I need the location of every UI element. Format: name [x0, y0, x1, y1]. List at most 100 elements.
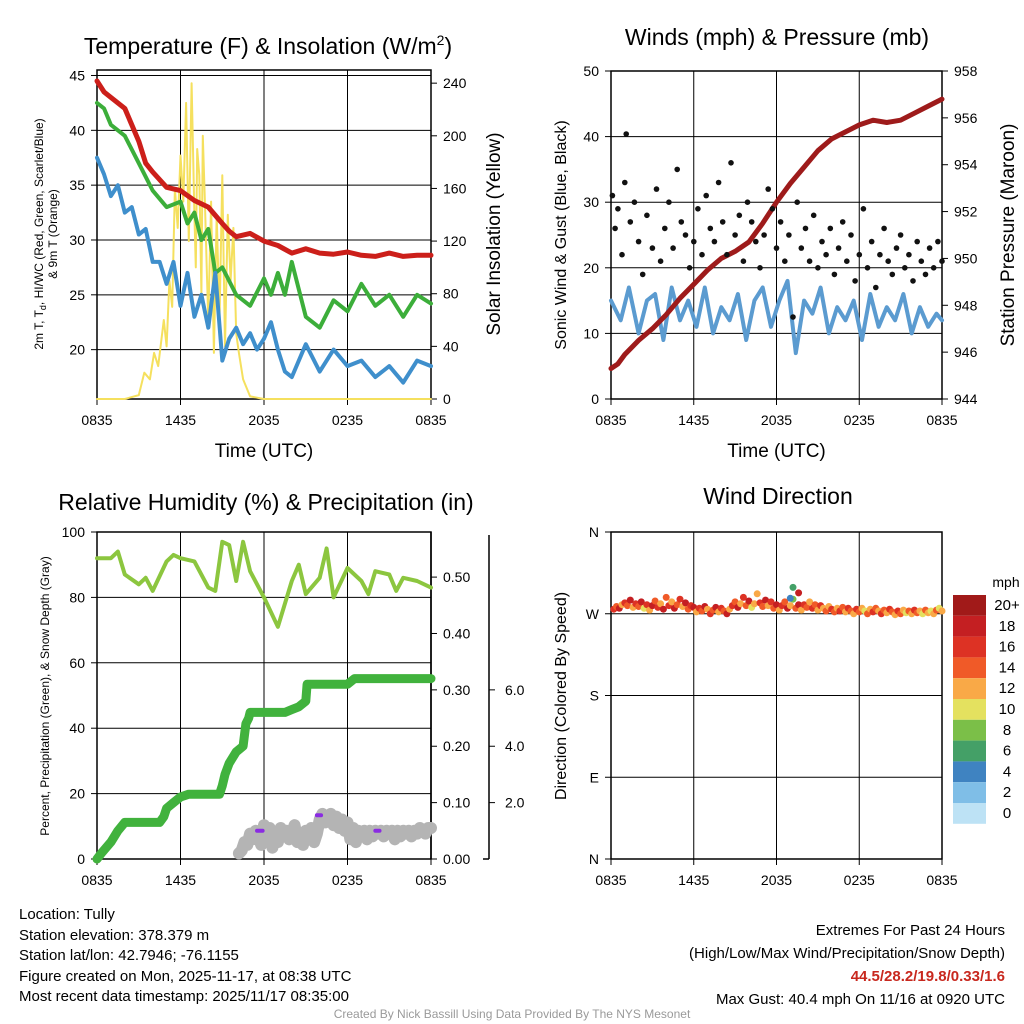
gust-point — [860, 206, 867, 212]
gust-point — [724, 251, 730, 258]
gust-point — [819, 238, 825, 245]
legend-label: 12 — [999, 680, 1016, 697]
direction-point — [682, 599, 689, 607]
extremes-subtitle: (High/Low/Max Wind/Precipitation/Snow De… — [689, 945, 1005, 962]
direction-point — [795, 601, 803, 609]
direction-point — [624, 602, 631, 610]
recent-data-text: Most recent data timestamp: 2025/11/17 0… — [19, 988, 349, 1005]
gust-point — [773, 245, 780, 251]
gust-point — [794, 199, 800, 205]
title-end: ) — [444, 33, 452, 59]
snow-tick-label: 2.0 — [505, 795, 525, 811]
x-tick-label: 1435 — [678, 872, 709, 888]
direction-point — [659, 605, 667, 613]
y-tick-label: 20 — [69, 786, 85, 802]
gust-point — [790, 314, 796, 320]
gust-point — [699, 251, 705, 258]
max-gust-text: Max Gust: 40.4 mph On 11/16 at 0920 UTC — [715, 991, 1005, 1008]
direction-point — [753, 590, 761, 598]
x-tick-label: 2035 — [248, 872, 279, 888]
ylabel-part: , HI/WC (Red, Green, Scarlet/Blue) — [32, 118, 46, 305]
x-tick-label: 1435 — [165, 412, 196, 428]
y-tick-label: 25 — [69, 287, 85, 303]
direction-point — [651, 597, 659, 605]
gust-point — [612, 225, 618, 232]
direction-point — [795, 589, 803, 597]
gust-point — [930, 265, 937, 271]
gust-point — [802, 225, 809, 232]
gust-point — [695, 206, 701, 212]
gust-point — [877, 251, 883, 258]
direction-point — [938, 607, 946, 615]
y2-tick-label: 240 — [443, 75, 467, 91]
direction-point — [773, 601, 780, 609]
gust-point — [623, 131, 629, 137]
series-td — [95, 155, 433, 385]
x-tick-label: 2035 — [761, 412, 792, 428]
gust-point — [782, 258, 788, 265]
y2-tick-label: 956 — [954, 110, 978, 126]
y2-tick-label: 958 — [954, 63, 978, 79]
y-tick-label: W — [586, 606, 600, 622]
gust-point — [798, 245, 805, 251]
gust-point — [653, 186, 660, 192]
gust-point — [806, 258, 813, 265]
gust-point — [889, 271, 896, 278]
gust-point — [831, 271, 838, 278]
gust-point — [852, 278, 858, 284]
x-tick-label: 0235 — [844, 872, 875, 888]
y2-tick-label: 120 — [443, 233, 467, 249]
title-superscript: 2 — [437, 32, 445, 48]
gust-point — [827, 225, 834, 232]
speed-legend: mph 20+ 18 16 14 12 10 8 6 4 2 0 — [953, 574, 1020, 824]
y2-axis-label: Solar Insolation (Yellow) — [484, 132, 505, 335]
legend-title: mph — [992, 574, 1019, 590]
gust-point — [914, 238, 920, 245]
y2-tick-label: 952 — [954, 204, 978, 220]
gust-point — [844, 258, 850, 265]
gust-point — [748, 219, 755, 225]
legend-label: 20+ — [994, 597, 1020, 614]
gust-point — [622, 179, 628, 186]
legend-swatch — [953, 719, 986, 741]
gust-point — [765, 186, 771, 192]
direction-point — [731, 598, 739, 606]
y-tick-label: 40 — [69, 122, 85, 138]
y-tick-label: 20 — [69, 342, 85, 358]
gust-point — [639, 271, 646, 278]
gust-point — [719, 219, 726, 225]
direction-point — [750, 600, 758, 608]
y2-tick-label: 0 — [443, 391, 451, 407]
gust-point — [823, 251, 829, 258]
x-tick-label: 0835 — [595, 872, 626, 888]
x-tick-label: 0235 — [844, 412, 875, 428]
direction-point — [643, 601, 651, 609]
gust-point — [918, 258, 925, 265]
y2-tick-label: 0.40 — [443, 625, 470, 641]
direction-point — [803, 603, 811, 611]
legend-label: 16 — [999, 639, 1016, 656]
direction-point — [811, 601, 819, 609]
x-tick-label: 0835 — [415, 412, 446, 428]
y2-tick-label: 948 — [954, 297, 978, 313]
gust-point — [902, 265, 908, 271]
y-tick-label: N — [589, 851, 599, 867]
gust-point — [635, 238, 642, 245]
x-tick-label: 2035 — [761, 872, 792, 888]
y2-tick-label: 80 — [443, 286, 459, 302]
y2-tick-label: 950 — [954, 250, 978, 266]
gust-point — [682, 232, 689, 238]
gust-point — [703, 192, 709, 199]
legend-swatch — [953, 761, 986, 783]
legend-swatch — [953, 595, 986, 616]
x-tick-label: 0835 — [81, 412, 112, 428]
direction-point — [781, 598, 789, 606]
gust-point — [657, 258, 664, 265]
legend-swatch — [953, 699, 986, 720]
gust-point — [691, 238, 697, 245]
gust-point — [910, 278, 916, 284]
gust-point — [609, 192, 616, 199]
legend-label: 14 — [999, 659, 1016, 676]
gust-point — [662, 225, 668, 232]
